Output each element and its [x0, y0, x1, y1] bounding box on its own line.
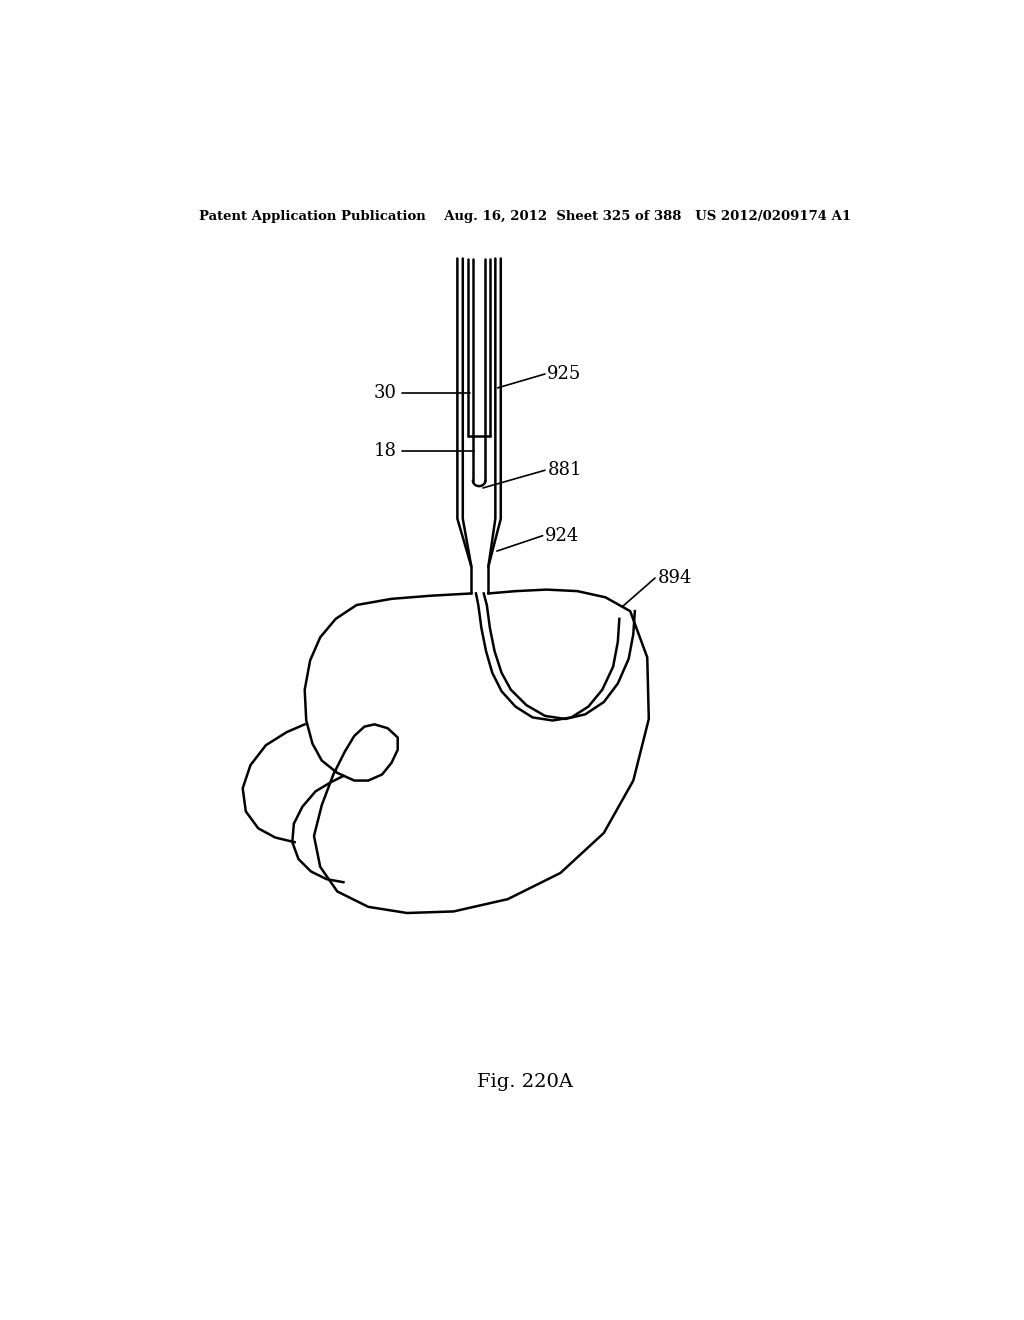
Text: 924: 924: [545, 527, 580, 545]
Text: 30: 30: [374, 384, 397, 403]
Text: 925: 925: [548, 366, 582, 383]
Text: 18: 18: [374, 442, 397, 459]
Text: Fig. 220A: Fig. 220A: [477, 1073, 572, 1092]
Text: 881: 881: [548, 461, 582, 479]
Text: 894: 894: [657, 569, 692, 587]
Text: Patent Application Publication    Aug. 16, 2012  Sheet 325 of 388   US 2012/0209: Patent Application Publication Aug. 16, …: [199, 210, 851, 223]
